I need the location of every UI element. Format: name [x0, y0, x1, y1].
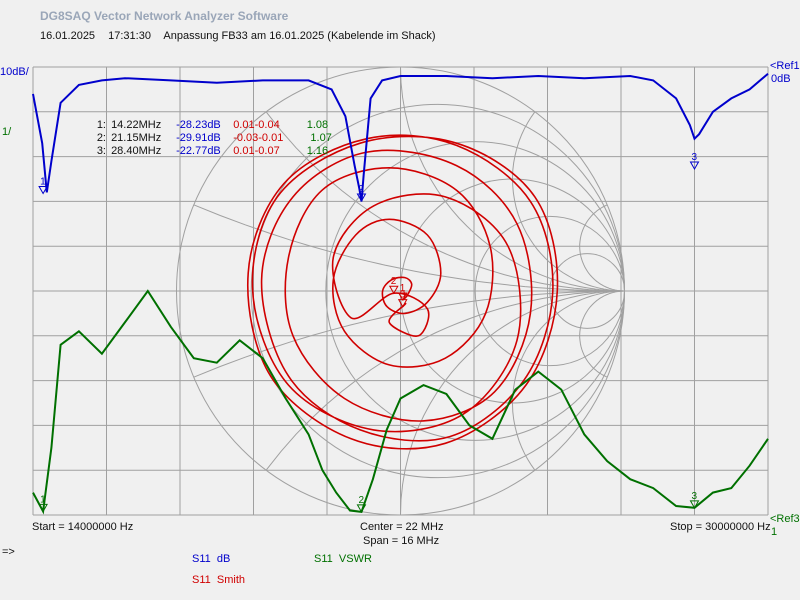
s11-vswr-trace	[32, 289, 769, 515]
marker-triangle	[689, 161, 700, 171]
marker-label: 2	[391, 276, 397, 287]
smith-reactance-arc	[579, 204, 625, 292]
marker-triangle	[689, 500, 700, 509]
marker-triangle	[388, 285, 399, 295]
arrow-indicator: =>	[2, 546, 15, 558]
ref1-label: <Ref1	[770, 60, 800, 72]
vswr-scale-label: 1/	[2, 126, 12, 138]
marker-triangle	[397, 292, 408, 301]
ref3-label: <Ref3	[770, 513, 800, 525]
marker-label: 2	[358, 184, 364, 195]
stop-frequency: Stop = 30000000 Hz	[670, 521, 771, 533]
start-frequency: Start = 14000000 Hz	[32, 521, 134, 533]
marker-label: 3	[692, 152, 698, 163]
ref1-value: 0dB	[771, 73, 791, 85]
marker-row: 1: 14.22MHz -28.23dB 0.01-0.04 1.08	[96, 119, 329, 131]
marker-triangle	[356, 504, 367, 513]
marker-row: 2: 21.15MHz -29.91dB -0.03-0.01 1.07	[96, 132, 332, 144]
marker-label: 1	[400, 283, 406, 294]
s11-smith-trace	[247, 134, 559, 450]
span-frequency: Span = 16 MHz	[363, 535, 440, 547]
marker-label: 1	[40, 176, 46, 187]
marker-label: 3	[692, 491, 698, 502]
marker-label: 3	[400, 290, 406, 301]
legend-s11-db[interactable]: S11 dB	[192, 553, 231, 565]
header-time: 17:31:30	[108, 30, 151, 42]
marker-triangle	[356, 193, 367, 203]
legend-s11-vswr[interactable]: S11 VSWR	[314, 553, 372, 565]
center-frequency: Center = 22 MHz	[360, 521, 444, 533]
smith-reactance-arc	[511, 111, 625, 292]
smith-reactance-arc	[579, 290, 625, 378]
app-title: DG8SAQ Vector Network Analyzer Software	[40, 9, 289, 23]
header-description: Anpassung FB33 am 16.01.2025 (Kabelende …	[163, 30, 436, 42]
ref3-value: 1	[771, 526, 778, 538]
db-scale-label: 10dB/	[0, 66, 29, 78]
measurement-header: 16.01.2025 17:31:30 Anpassung FB33 am 16…	[40, 30, 446, 42]
smith-reactance-arc	[511, 290, 625, 471]
marker-triangle	[38, 503, 48, 513]
marker-label: 2	[358, 495, 364, 506]
marker-label: 1	[40, 494, 46, 505]
marker-table: 1: 14.22MHz -28.23dB 0.01-0.04 1.08 2: 2…	[88, 119, 332, 158]
smith-chart-grid	[176, 66, 626, 516]
marker-triangle	[38, 185, 48, 195]
marker-triangle	[397, 299, 408, 308]
header-date: 16.01.2025	[40, 30, 96, 42]
s11-db-trace	[32, 72, 769, 202]
legend-s11-smith[interactable]: S11 Smith	[192, 574, 246, 586]
marker-row: 3: 28.40MHz -22.77dB 0.01-0.07 1.16	[96, 145, 329, 157]
